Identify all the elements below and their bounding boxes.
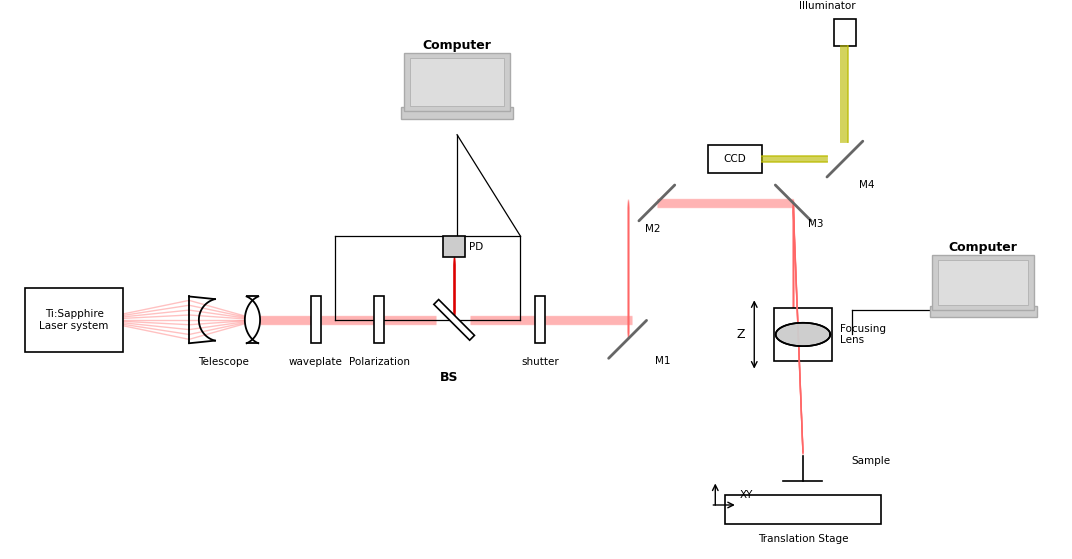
Text: Computer: Computer bbox=[422, 39, 492, 52]
Text: Illuminator: Illuminator bbox=[799, 1, 855, 11]
Text: waveplate: waveplate bbox=[288, 357, 343, 367]
Polygon shape bbox=[434, 300, 475, 340]
Text: M4: M4 bbox=[860, 181, 875, 190]
Text: Polarization: Polarization bbox=[348, 357, 410, 367]
Text: Sample: Sample bbox=[851, 456, 891, 466]
Text: CCD: CCD bbox=[724, 154, 746, 164]
Bar bbox=[404, 53, 510, 111]
Polygon shape bbox=[776, 323, 831, 346]
Bar bbox=[411, 58, 504, 106]
Bar bbox=[26, 288, 123, 352]
Bar bbox=[929, 306, 1037, 317]
Text: BS: BS bbox=[440, 371, 459, 383]
Bar bbox=[374, 296, 384, 343]
Text: Telescope: Telescope bbox=[198, 357, 249, 367]
Text: shutter: shutter bbox=[521, 357, 559, 367]
Text: Translation Stage: Translation Stage bbox=[758, 534, 848, 544]
Text: M2: M2 bbox=[645, 224, 660, 234]
Polygon shape bbox=[776, 323, 831, 346]
Text: M3: M3 bbox=[808, 219, 823, 229]
Bar bbox=[444, 236, 465, 258]
Bar bbox=[708, 145, 761, 173]
Bar bbox=[535, 296, 545, 343]
Bar bbox=[774, 307, 832, 361]
Bar bbox=[938, 259, 1028, 305]
Text: XY: XY bbox=[740, 490, 753, 500]
Bar bbox=[725, 495, 881, 524]
Bar bbox=[401, 107, 513, 119]
Bar bbox=[834, 19, 855, 46]
Text: PD: PD bbox=[468, 242, 483, 252]
Bar bbox=[933, 255, 1034, 310]
Text: Focusing
Lens: Focusing Lens bbox=[840, 324, 887, 345]
Text: Z: Z bbox=[736, 328, 745, 341]
Text: M1: M1 bbox=[655, 356, 670, 366]
Bar bbox=[311, 296, 321, 343]
Text: Ti:Sapphire
Laser system: Ti:Sapphire Laser system bbox=[40, 309, 109, 331]
Text: Computer: Computer bbox=[949, 241, 1017, 254]
